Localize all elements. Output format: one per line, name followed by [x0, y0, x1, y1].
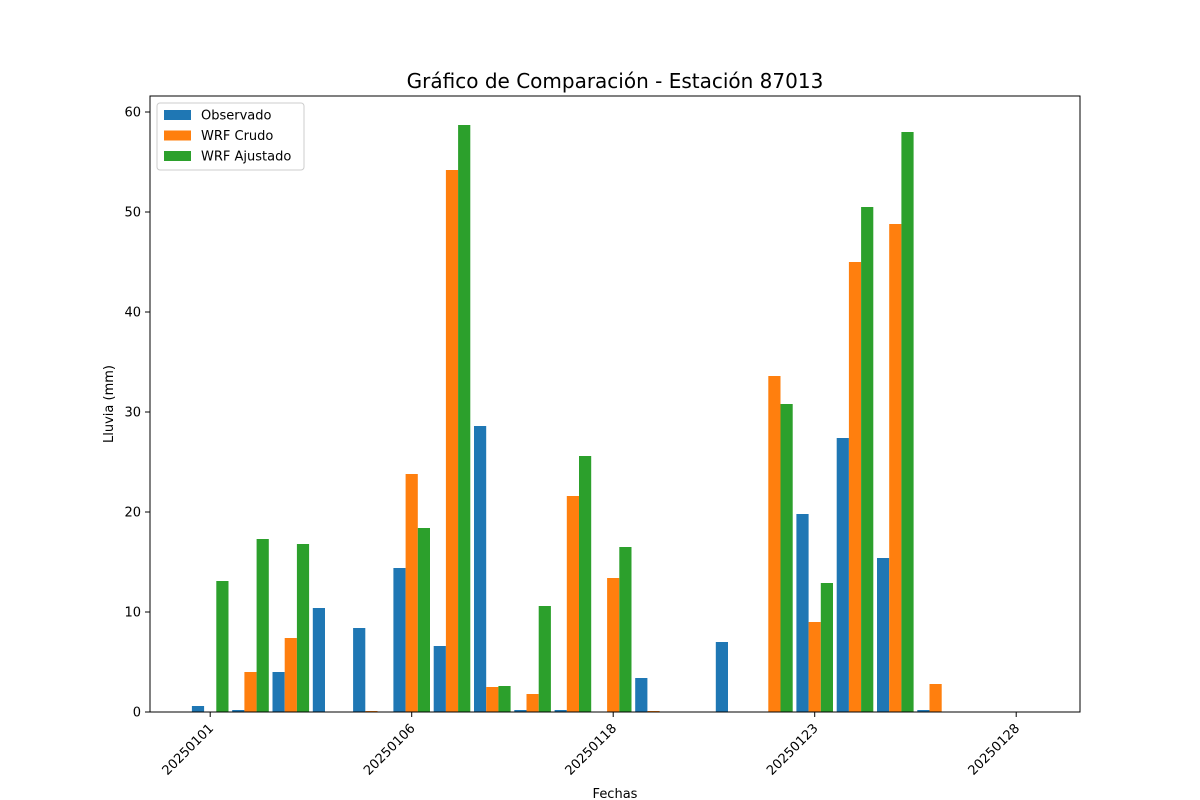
- bar-wrf-crudo-2: [284, 638, 297, 712]
- y-tick-label: 60: [124, 106, 141, 121]
- bar-wrf-ajustado-1: [256, 539, 269, 712]
- legend-swatch-observado: [164, 110, 191, 120]
- legend-label-wrf-crudo: WRF Crudo: [201, 129, 273, 144]
- bar-wrf-crudo-5: [405, 474, 418, 712]
- plot-frame: [149, 95, 1081, 713]
- bar-observado-11: [635, 678, 648, 712]
- bar-wrf-ajustado-0: [216, 581, 229, 712]
- bar-observado-5: [393, 568, 406, 712]
- bar-wrf-ajustado-5: [417, 528, 430, 712]
- x-axis-label: Fechas: [593, 787, 638, 800]
- legend: Observado WRF Crudo WRF Ajustado: [156, 102, 305, 171]
- bar-wrf-ajustado-14: [780, 404, 793, 712]
- bar-wrf-crudo-9: [566, 496, 579, 712]
- chart-title: Gráfico de Comparación - Estación 87013: [407, 69, 824, 93]
- bar-observado-9: [554, 710, 567, 712]
- bar-wrf-crudo-16: [848, 262, 862, 712]
- bar-observado-0: [191, 706, 205, 712]
- bar-wrf-ajustado-9: [579, 456, 592, 712]
- bar-observado-15: [796, 514, 809, 712]
- bar-observado-17: [877, 558, 890, 712]
- bar-wrf-crudo-8: [526, 694, 539, 712]
- y-axis: 0 10 20 30 40 50 60: [124, 106, 150, 721]
- bar-wrf-crudo-1: [244, 672, 257, 712]
- y-axis-label: Lluvia (mm): [102, 365, 117, 443]
- y-tick-label: 30: [124, 406, 141, 421]
- bar-wrf-ajustado-7: [498, 686, 511, 712]
- legend-swatch-wrf-crudo: [164, 130, 191, 141]
- legend-label-observado: Observado: [201, 109, 272, 124]
- bar-wrf-ajustado-6: [458, 125, 471, 712]
- legend-frame: [156, 102, 305, 171]
- bar-observado-6: [433, 646, 446, 712]
- legend-swatch-wrf-ajustado: [164, 151, 191, 161]
- bar-observado-1: [232, 710, 245, 712]
- bar-wrf-ajustado-15: [820, 583, 833, 712]
- bar-wrf-crudo-10: [607, 578, 620, 712]
- bar-wrf-ajustado-2: [296, 544, 310, 712]
- legend-label-wrf-ajustado: WRF Ajustado: [201, 150, 291, 165]
- bar-wrf-crudo-17: [889, 224, 902, 712]
- bar-observado-16: [836, 438, 849, 712]
- bar-wrf-ajustado-17: [901, 132, 914, 712]
- bar-wrf-crudo-7: [486, 687, 499, 712]
- y-tick-label: 10: [124, 606, 141, 621]
- bar-observado-7: [474, 426, 487, 712]
- y-tick-label: 0: [133, 706, 141, 721]
- bar-wrf-ajustado-10: [619, 547, 632, 712]
- bar-observado-8: [514, 710, 527, 712]
- bar-wrf-crudo-18: [929, 684, 942, 712]
- bar-observado-3: [312, 608, 325, 712]
- y-tick-label: 20: [124, 506, 141, 521]
- bar-observado-18: [917, 710, 930, 712]
- bar-observado-13: [715, 642, 728, 712]
- bar-observado-4: [353, 628, 366, 712]
- bar-wrf-crudo-6: [445, 170, 459, 712]
- y-tick-label: 40: [124, 306, 141, 321]
- y-tick-label: 50: [124, 206, 141, 221]
- bar-wrf-ajustado-8: [538, 606, 551, 712]
- bar-wrf-crudo-15: [808, 622, 821, 712]
- bar-observado-2: [272, 672, 285, 712]
- bar-wrf-crudo-14: [768, 376, 781, 712]
- bar-wrf-ajustado-16: [861, 207, 874, 712]
- bar-group: [191, 125, 942, 712]
